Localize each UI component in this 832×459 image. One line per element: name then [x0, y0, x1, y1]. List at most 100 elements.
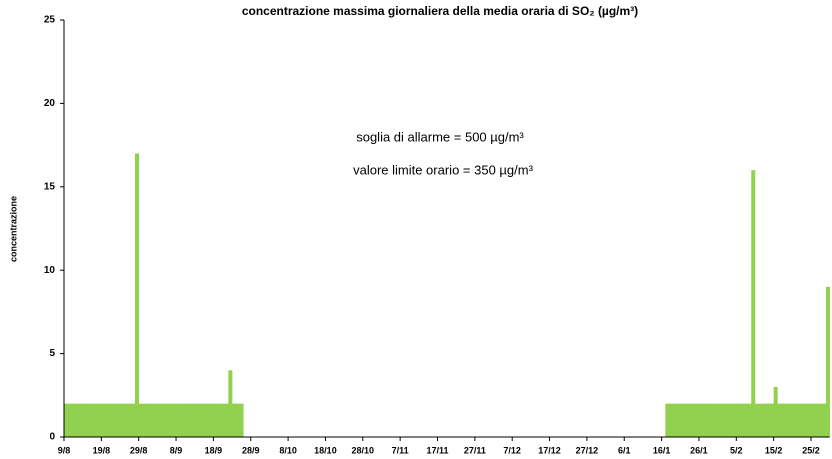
- bar: [743, 403, 748, 437]
- x-tick-label: 25/2: [802, 445, 820, 455]
- bar: [67, 403, 72, 437]
- bar: [134, 153, 139, 437]
- bar: [164, 403, 169, 437]
- bar: [194, 403, 199, 437]
- x-tick-label: 8/9: [170, 445, 183, 455]
- x-tick-label: 16/1: [653, 445, 671, 455]
- bar: [732, 403, 737, 437]
- bar: [788, 403, 793, 437]
- x-tick-label: 27/11: [464, 445, 486, 455]
- bar: [93, 403, 98, 437]
- bar: [190, 403, 196, 437]
- bar: [684, 403, 689, 437]
- bar: [754, 403, 760, 437]
- bar: [695, 403, 700, 437]
- x-tick-label: 18/9: [205, 445, 223, 455]
- x-tick-label: 8/10: [279, 445, 297, 455]
- y-tick-label: 25: [44, 15, 56, 26]
- bar: [90, 403, 95, 437]
- bar: [758, 403, 763, 437]
- bar: [112, 403, 117, 437]
- chart-title: concentrazione massima giornaliera della…: [242, 4, 638, 18]
- x-tick-label: 27/12: [576, 445, 599, 455]
- x-tick-label: 29/8: [130, 445, 148, 455]
- bar: [721, 403, 726, 437]
- bar: [217, 403, 222, 437]
- bar: [97, 403, 102, 437]
- y-tick-label: 10: [44, 265, 56, 276]
- bar: [825, 286, 830, 437]
- bar: [803, 403, 808, 437]
- bar: [176, 403, 181, 437]
- x-tick-label: 7/11: [392, 445, 409, 455]
- x-tick-label: 17/11: [426, 445, 448, 455]
- bar: [680, 403, 685, 437]
- bar: [665, 403, 670, 437]
- bar: [235, 403, 240, 437]
- bar: [105, 403, 110, 437]
- bar: [228, 370, 233, 437]
- bar: [702, 403, 707, 437]
- bar: [672, 403, 677, 437]
- bar: [710, 403, 715, 437]
- bar: [202, 403, 207, 437]
- bar: [123, 403, 128, 437]
- bar: [120, 403, 125, 437]
- bar: [142, 403, 147, 437]
- bar: [82, 403, 87, 437]
- bar: [676, 403, 681, 437]
- bar: [751, 170, 756, 437]
- bar: [807, 403, 812, 437]
- x-tick-label: 5/2: [730, 445, 743, 455]
- bar: [691, 403, 696, 437]
- annotation: soglia di allarme = 500 µg/m³: [356, 129, 524, 144]
- bar: [687, 403, 692, 437]
- bar: [86, 403, 91, 437]
- bar: [224, 403, 229, 437]
- bar: [736, 403, 741, 437]
- x-tick-label: 17/12: [538, 445, 561, 455]
- bar: [769, 403, 774, 437]
- bar: [784, 403, 789, 437]
- bar: [138, 403, 143, 437]
- bar: [747, 403, 752, 437]
- bar: [183, 403, 188, 437]
- bar: [717, 403, 722, 437]
- bar: [172, 403, 177, 437]
- bar: [725, 403, 730, 437]
- bar: [101, 403, 106, 437]
- bar: [116, 403, 121, 437]
- bar: [811, 403, 816, 437]
- bar: [766, 403, 771, 437]
- bar: [168, 403, 173, 437]
- x-tick-label: 15/2: [765, 445, 783, 455]
- y-tick-label: 0: [49, 432, 55, 443]
- bar: [781, 403, 786, 437]
- bar: [108, 403, 113, 437]
- bar: [146, 403, 151, 437]
- x-tick-label: 7/12: [503, 445, 521, 455]
- bar: [762, 403, 767, 437]
- y-axis-label: concentrazione: [8, 196, 18, 262]
- bar: [740, 403, 745, 437]
- bar: [75, 403, 80, 437]
- bar: [131, 403, 136, 437]
- bar: [814, 403, 819, 437]
- bar: [818, 403, 823, 437]
- bar: [71, 403, 76, 437]
- bar: [179, 403, 184, 437]
- bar: [706, 403, 711, 437]
- bar: [161, 403, 166, 437]
- y-tick-label: 15: [44, 181, 56, 192]
- bar: [239, 403, 244, 437]
- bar: [777, 403, 782, 437]
- annotation: valore limite orario = 350 µg/m³: [353, 162, 533, 177]
- y-tick-label: 20: [44, 98, 56, 109]
- bar: [149, 403, 154, 437]
- x-tick-label: 28/9: [242, 445, 260, 455]
- bar: [822, 403, 827, 437]
- x-tick-label: 18/10: [314, 445, 337, 455]
- bar: [796, 403, 801, 437]
- y-tick-label: 5: [49, 348, 55, 359]
